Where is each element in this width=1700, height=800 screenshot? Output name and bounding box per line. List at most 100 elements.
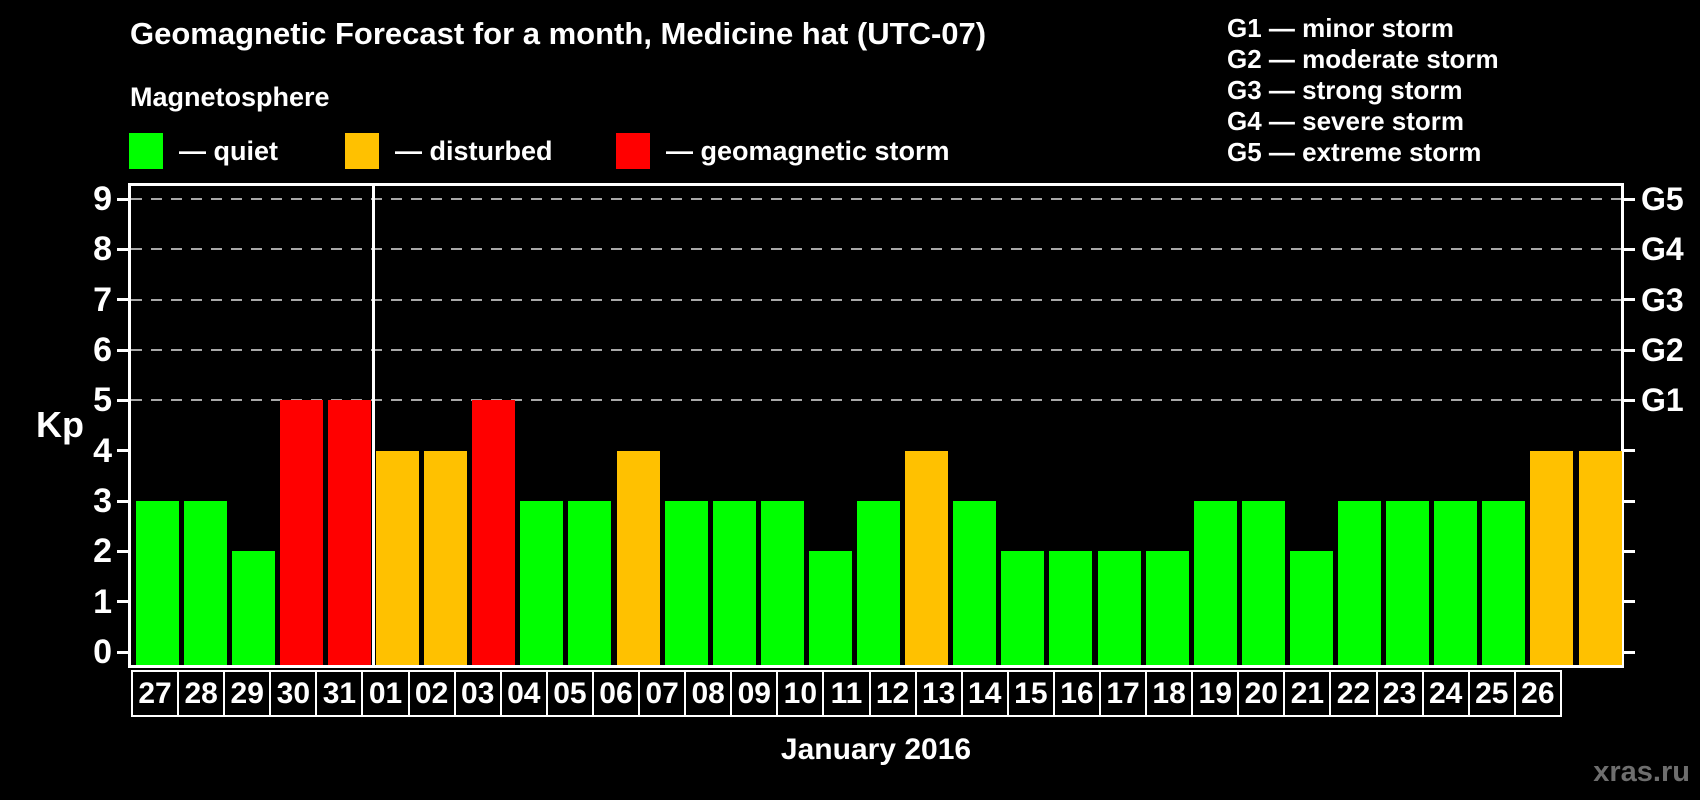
y-axis-tick-label: 0 xyxy=(93,633,112,671)
kp-bar-25 xyxy=(1530,450,1574,665)
g-axis-label-G4: G4 xyxy=(1641,231,1684,268)
right-axis-tick xyxy=(1624,499,1635,503)
gridline-kp-6 xyxy=(131,349,1621,352)
gridline-kp-8 xyxy=(131,248,1621,251)
kp-bar-06 xyxy=(616,450,660,665)
y-axis-tick-label: 6 xyxy=(93,331,112,370)
kp-bar-29 xyxy=(231,551,275,665)
legend-item-storm: — geomagnetic storm xyxy=(616,131,950,171)
g-legend-line: G4 — severe storm xyxy=(1227,106,1465,136)
kp-bar-19 xyxy=(1241,501,1285,665)
y-axis-tick xyxy=(117,449,128,453)
y-axis-tick-label: 3 xyxy=(93,482,112,520)
kp-bar-31 xyxy=(327,400,371,665)
disturbed-swatch-icon xyxy=(345,133,379,169)
legend-item-label: — geomagnetic storm xyxy=(666,135,950,166)
y-axis-tick xyxy=(117,247,128,251)
legend-item-disturbed: — disturbed xyxy=(345,131,553,171)
legend-item-quiet: — quiet xyxy=(129,131,278,171)
y-axis-tick xyxy=(117,600,128,604)
right-axis-tick xyxy=(1624,449,1635,453)
kp-bar-10 xyxy=(808,551,852,665)
kp-bar-01 xyxy=(376,450,419,665)
g-legend-line: G3 — strong storm xyxy=(1227,75,1463,105)
g-legend-line: G1 — minor storm xyxy=(1227,13,1454,43)
y-axis-tick xyxy=(117,197,128,201)
y-axis-title: Kp xyxy=(36,404,84,445)
day-cell-30: 30 xyxy=(269,670,318,717)
y-axis-tick-label: 7 xyxy=(93,280,112,319)
kp-bar-17 xyxy=(1145,551,1189,665)
day-cell-20: 20 xyxy=(1237,670,1286,717)
day-cell-17: 17 xyxy=(1098,670,1148,717)
kp-bar-09 xyxy=(760,501,804,665)
x-axis-title: January 2016 xyxy=(780,733,972,766)
y-axis-tick xyxy=(117,549,128,553)
day-cell-03: 03 xyxy=(453,670,502,717)
day-cell-26: 26 xyxy=(1513,670,1562,717)
day-cell-13: 13 xyxy=(914,670,963,717)
day-axis: 27 28 29 30 31 01 02 03 04 05 06 07 08 09 10 11 12 13 14 15… xyxy=(131,670,1562,717)
kp-bar-18 xyxy=(1193,501,1237,665)
day-cell-05: 05 xyxy=(545,670,594,717)
kp-bar-02 xyxy=(424,450,468,665)
kp-bar-04 xyxy=(520,501,564,665)
g-scale-legend: G1 — minor storm G2 — moderate storm G3 … xyxy=(1227,13,1499,168)
y-axis-tick-label: 9 xyxy=(93,180,112,219)
day-cell-06: 06 xyxy=(591,670,641,717)
g-legend-line: G5 — extreme storm xyxy=(1227,137,1482,167)
kp-bar-20 xyxy=(1289,551,1333,665)
day-cell-31: 31 xyxy=(315,670,364,717)
day-cell-11: 11 xyxy=(822,670,871,717)
y-axis-tick xyxy=(117,298,128,302)
kp-bar-14 xyxy=(1001,551,1045,665)
day-cell-09: 09 xyxy=(730,670,779,717)
kp-bar-03 xyxy=(472,400,516,665)
right-axis-tick xyxy=(1624,398,1635,402)
right-axis-tick xyxy=(1624,650,1635,654)
legend-item-label: — quiet xyxy=(179,135,278,166)
y-axis-tick-label: 1 xyxy=(93,582,112,621)
y-axis-tick xyxy=(117,348,128,352)
gridline-kp-7 xyxy=(131,298,1621,301)
plot-area xyxy=(128,183,1624,668)
day-cell-04: 04 xyxy=(499,670,548,717)
kp-bar-22 xyxy=(1386,501,1430,665)
kp-bar-08 xyxy=(712,501,756,665)
day-cell-27: 27 xyxy=(131,670,180,717)
day-cell-08: 08 xyxy=(684,670,733,717)
day-cell-14: 14 xyxy=(960,670,1009,717)
g-axis-label-G3: G3 xyxy=(1641,281,1684,318)
day-cell-22: 22 xyxy=(1329,670,1378,717)
kp-bar-07 xyxy=(664,501,708,665)
right-axis-tick xyxy=(1624,600,1635,604)
day-cell-02: 02 xyxy=(407,670,456,717)
y-axis-tick-label: 4 xyxy=(93,431,112,470)
kp-bar-26 xyxy=(1578,450,1622,665)
day-cell-28: 28 xyxy=(177,670,226,717)
day-cell-25: 25 xyxy=(1467,670,1516,717)
gridline-kp-5 xyxy=(131,399,1621,402)
kp-bar-05 xyxy=(568,501,612,665)
kp-bar-13 xyxy=(953,501,997,665)
day-cell-07: 07 xyxy=(638,670,687,717)
kp-bar-16 xyxy=(1097,551,1141,665)
kp-bar-28 xyxy=(183,501,227,665)
g-axis-label-G5: G5 xyxy=(1641,181,1684,218)
kp-bar-15 xyxy=(1049,551,1093,665)
kp-bar-24 xyxy=(1482,501,1526,665)
kp-bar-21 xyxy=(1338,501,1381,665)
day-cell-18: 18 xyxy=(1145,670,1194,717)
day-cell-23: 23 xyxy=(1375,670,1424,717)
y-axis-tick xyxy=(117,499,128,503)
day-cell-16: 16 xyxy=(1052,670,1101,717)
day-cell-12: 12 xyxy=(868,670,917,717)
day-cell-15: 15 xyxy=(1006,670,1055,717)
month-separator-line xyxy=(372,186,375,665)
kp-bar-11 xyxy=(857,501,900,665)
y-axis-tick-label: 2 xyxy=(93,532,112,571)
day-cell-01: 01 xyxy=(361,670,410,717)
kp-bar-30 xyxy=(279,400,323,665)
magnetosphere-label: Magnetosphere xyxy=(130,82,330,112)
